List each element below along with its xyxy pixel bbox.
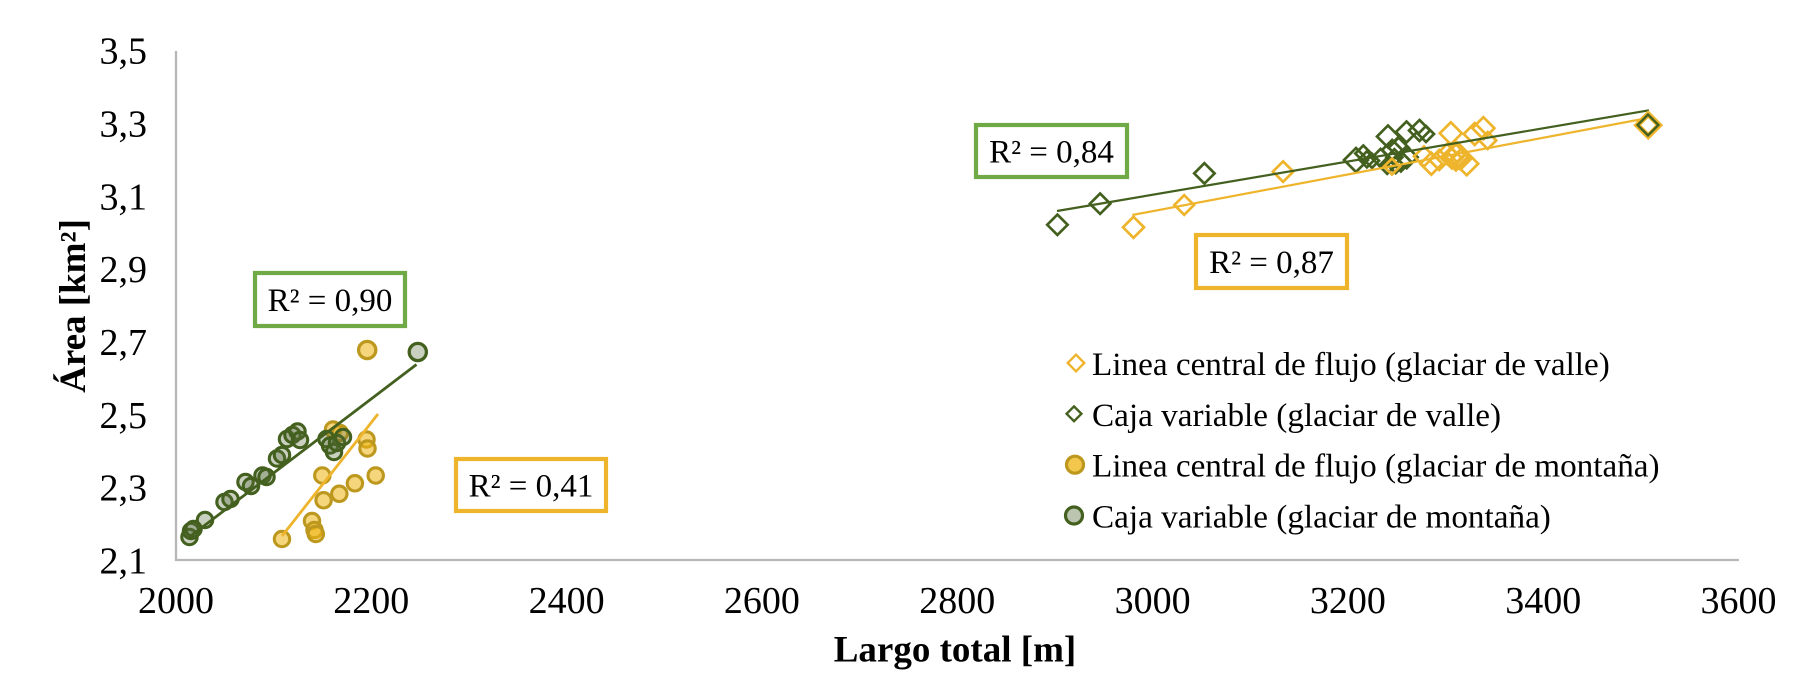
svg-text:3600: 3600	[1701, 580, 1777, 622]
svg-text:2000: 2000	[138, 580, 214, 622]
svg-text:R² = 0,84: R² = 0,84	[989, 135, 1114, 171]
svg-text:2200: 2200	[333, 580, 409, 622]
svg-text:2,3: 2,3	[100, 468, 148, 510]
svg-text:Linea central de flujo (glacia: Linea central de flujo (glaciar de valle…	[1092, 346, 1610, 383]
svg-text:2,7: 2,7	[100, 322, 148, 364]
svg-text:3,3: 3,3	[100, 104, 148, 146]
svg-text:3200: 3200	[1310, 580, 1386, 622]
svg-text:3000: 3000	[1115, 580, 1191, 622]
svg-text:2,5: 2,5	[100, 395, 148, 437]
svg-text:Caja variable (glaciar de mont: Caja variable (glaciar de montaña)	[1092, 499, 1551, 536]
svg-text:3400: 3400	[1505, 580, 1581, 622]
svg-text:2800: 2800	[919, 580, 995, 622]
svg-text:R² = 0,41: R² = 0,41	[469, 469, 594, 505]
svg-text:Caja variable (glaciar de vall: Caja variable (glaciar de valle)	[1092, 397, 1501, 434]
svg-text:2400: 2400	[529, 580, 605, 622]
svg-text:2,1: 2,1	[100, 541, 148, 583]
svg-text:Largo total [m]: Largo total [m]	[834, 630, 1077, 671]
svg-text:Linea central de flujo (glacia: Linea central de flujo (glaciar de monta…	[1092, 448, 1660, 485]
svg-text:2,9: 2,9	[100, 249, 148, 291]
svg-text:3,5: 3,5	[100, 31, 148, 73]
svg-text:R² = 0,90: R² = 0,90	[268, 283, 393, 319]
svg-text:R² = 0,87: R² = 0,87	[1209, 245, 1334, 281]
svg-text:3,1: 3,1	[100, 176, 148, 218]
svg-text:2600: 2600	[724, 580, 800, 622]
svg-text:Área [km²]: Área [km²]	[52, 219, 94, 393]
